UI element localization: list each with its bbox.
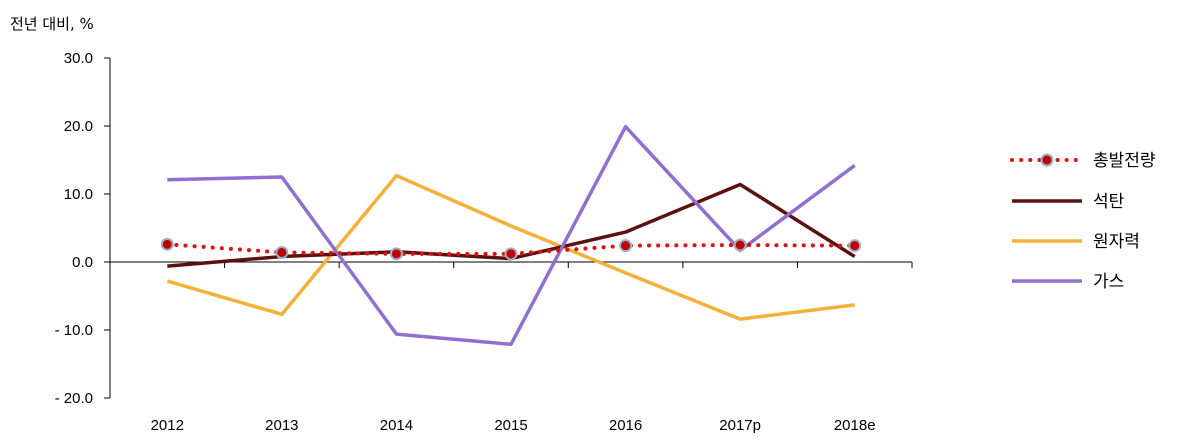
legend-item: 총발전량 <box>1010 151 1156 171</box>
y-axis: 30.0 20.0 10.0 0.0 - 10.0 - 20.0 <box>55 50 111 407</box>
y-tick-label: - 10.0 <box>55 322 93 339</box>
data-point-total <box>275 245 289 259</box>
y-tick-label: 30.0 <box>64 50 93 67</box>
legend-marker <box>1040 153 1054 167</box>
x-tick-label: 2014 <box>380 417 413 434</box>
data-point-total <box>733 238 747 252</box>
x-tick-label: 2018e <box>834 417 876 434</box>
data-point-total <box>504 247 518 261</box>
x-tick-label: 2016 <box>609 417 642 434</box>
legend-label: 가스 <box>1093 272 1124 292</box>
legend-item: 원자력 <box>1012 232 1140 252</box>
legend-label: 석탄 <box>1093 192 1125 212</box>
series-line-nuclear <box>166 173 855 321</box>
data-point-total <box>160 237 174 251</box>
y-tick-label: 10.0 <box>64 186 93 203</box>
legend-item: 석탄 <box>1012 192 1125 212</box>
x-tick-label: 2013 <box>265 417 298 434</box>
legend-label: 총발전량 <box>1093 151 1156 171</box>
x-tick-label: 2012 <box>151 417 184 434</box>
data-point-total <box>848 239 862 253</box>
series-lines <box>160 124 862 347</box>
unit-label: 전년 대비, % <box>10 15 94 33</box>
data-point-total <box>619 239 633 253</box>
y-tick-label: - 20.0 <box>55 390 93 407</box>
legend-item: 가스 <box>1012 272 1124 292</box>
x-tick-label: 2015 <box>494 417 527 434</box>
x-axis: 2012 2013 2014 2015 2016 2017p 2018e <box>109 261 913 434</box>
data-point-total <box>389 247 403 261</box>
y-tick-label: 20.0 <box>64 118 93 135</box>
legend-label: 원자력 <box>1093 232 1140 252</box>
y-tick-label: 0.0 <box>72 254 93 271</box>
x-tick-label: 2017p <box>719 417 761 434</box>
